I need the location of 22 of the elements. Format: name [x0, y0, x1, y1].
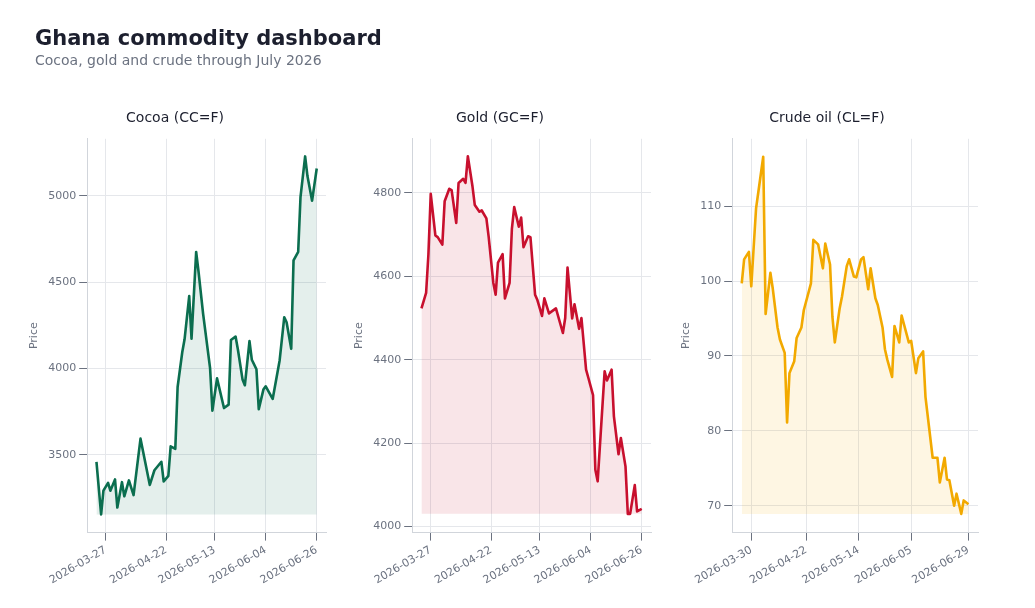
- y-tick-label: 4000: [373, 519, 402, 533]
- y-axis-title: Price: [352, 322, 366, 350]
- y-tick-label: 90: [707, 348, 722, 362]
- chart-title: Crude oil (CL=F): [769, 109, 885, 126]
- y-tick-label: 4000: [48, 361, 77, 375]
- y-axis-title: Price: [27, 322, 41, 350]
- y-tick-label: 100: [700, 273, 722, 287]
- y-tick-label: 4500: [48, 275, 77, 289]
- y-tick-label: 80: [707, 423, 722, 437]
- y-tick-label: 3500: [48, 447, 77, 461]
- text: Cocoa, gold and crude through July 2026: [35, 52, 323, 68]
- y-tick-label: 4200: [373, 435, 402, 449]
- y-tick-label: 110: [700, 199, 722, 213]
- y-axis-title: Price: [679, 322, 693, 350]
- chart-title: Gold (GC=F): [456, 109, 544, 126]
- y-tick-label: 5000: [48, 188, 77, 202]
- y-tick-label: 4800: [373, 185, 402, 199]
- y-tick-label: 4600: [373, 269, 402, 283]
- chart-title: Cocoa (CC=F): [126, 109, 224, 126]
- text: Ghana commodity dashboard: [35, 26, 382, 50]
- y-tick-label: 4400: [373, 352, 402, 366]
- y-tick-label: 70: [707, 498, 722, 512]
